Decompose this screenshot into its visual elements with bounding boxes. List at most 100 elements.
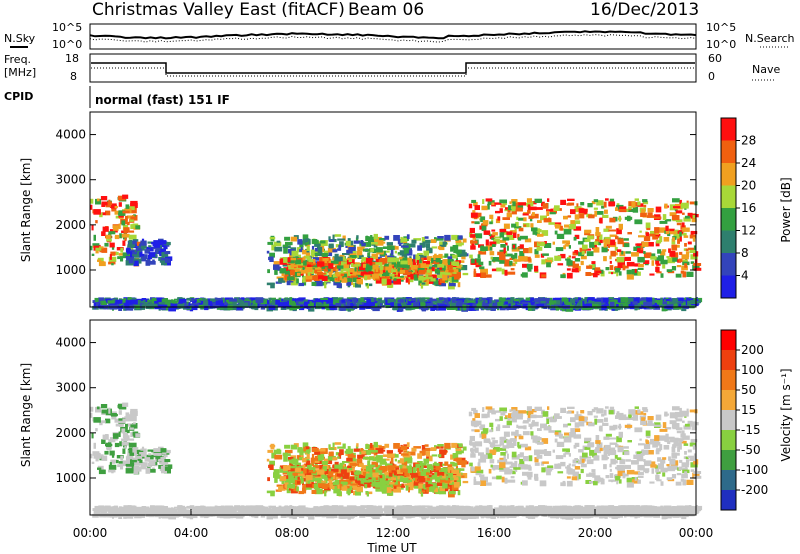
power-echo-cell	[101, 302, 107, 305]
velocity-echo-cell	[353, 448, 361, 452]
power-echo-cell	[356, 235, 359, 239]
power-echo-cell	[354, 267, 357, 272]
power-echo-cell	[95, 198, 102, 205]
power-echo-cell	[294, 267, 298, 272]
power-echo-cell	[507, 271, 516, 275]
power-echo-cell	[517, 237, 522, 241]
power-echo-cell	[135, 225, 141, 230]
velocity-echo-cell	[302, 442, 309, 448]
power-echo-cell	[407, 243, 416, 248]
power-echo-cell	[109, 254, 112, 260]
power-echo-cell	[268, 305, 276, 310]
power-echo-cell	[120, 256, 124, 262]
velocity-echo-cell	[270, 490, 275, 497]
power-echo-cell	[289, 300, 297, 306]
power-echo-cell	[618, 209, 627, 212]
power-echo-cell	[554, 205, 560, 211]
noise-tick-high-right: 10^5	[706, 21, 736, 34]
power-colorbar-swatch	[721, 253, 736, 276]
power-echo-cell	[184, 302, 187, 309]
power-echo-cell	[288, 249, 294, 252]
velocity-echo-cell	[423, 447, 431, 452]
velocity-echo-cell	[416, 467, 422, 471]
station-title: Christmas Valley East (fitACF)	[92, 0, 345, 20]
velocity-echo-cell	[419, 467, 422, 472]
velocity-echo-cell	[381, 484, 390, 488]
velocity-echo-cell	[387, 481, 395, 485]
velocity-echo-cell	[390, 457, 394, 462]
velocity-echo-cell	[112, 433, 119, 439]
velocity-echo-cell	[428, 455, 433, 462]
power-echo-cell	[417, 298, 421, 303]
velocity-echo-cell	[431, 475, 435, 479]
velocity-echo-cell	[329, 483, 336, 489]
power-echo-cell	[440, 271, 446, 274]
power-echo-cell	[457, 305, 460, 311]
power-echo-cell	[690, 261, 695, 264]
power-echo-cell	[104, 242, 109, 247]
velocity-echo-cell	[330, 476, 334, 481]
velocity-echo-cell	[114, 418, 119, 423]
power-echo-cell	[693, 267, 702, 271]
power-echo-cell	[357, 246, 365, 251]
power-echo-cell	[492, 232, 498, 236]
power-echo-cell	[543, 218, 552, 223]
velocity-echo-cell	[434, 476, 441, 482]
power-echo-cell	[548, 222, 555, 225]
power-echo-cell	[341, 299, 349, 303]
power-echo-cell	[227, 305, 233, 311]
power-echo-cell	[144, 249, 151, 254]
power-echo-cell	[511, 223, 517, 228]
power-echo-cell	[269, 297, 276, 300]
power-echo-cell	[122, 240, 126, 246]
velocity-echo-cell	[406, 442, 410, 447]
power-echo-cell	[591, 305, 598, 308]
power-echo-cell	[450, 246, 454, 252]
velocity-echo-cell	[436, 482, 443, 486]
power-echo-cell	[387, 245, 395, 251]
velocity-echo-cell	[332, 442, 335, 448]
velocity-echo-cell	[345, 453, 350, 456]
power-echo-cell	[672, 198, 680, 203]
velocity-echo-cell	[118, 431, 121, 437]
power-echo-cell	[314, 275, 320, 281]
velocity-echo-cell	[337, 482, 346, 489]
power-echo-cell	[365, 283, 368, 286]
power-echo-cell	[321, 265, 326, 269]
power-echo-cell	[321, 276, 328, 281]
velocity-echo-cell	[129, 426, 134, 430]
power-echo-cell	[649, 273, 655, 276]
velocity-echo-cell	[306, 465, 312, 469]
power-echo-cell	[684, 243, 687, 247]
velocity-echo-cell	[134, 468, 139, 474]
power-echo-cell	[99, 212, 103, 218]
power-echo-cell	[284, 269, 293, 275]
power-echo-cell	[514, 252, 518, 259]
power-echo-cell	[682, 302, 685, 306]
velocity-echo-cell	[393, 486, 397, 489]
power-echo-cell	[500, 204, 506, 208]
velocity-echo-cell	[118, 410, 122, 415]
power-echo-cell	[301, 260, 307, 266]
power-echo-cell	[593, 247, 600, 253]
power-echo-cell	[672, 298, 679, 303]
power-echo-cell	[625, 208, 629, 212]
velocity-echo-cell	[422, 449, 426, 456]
power-echo-cell	[295, 259, 302, 265]
velocity-echo-cell	[449, 475, 456, 481]
power-echo-cell	[400, 260, 408, 265]
velocity-echo-cell	[124, 416, 132, 421]
power-echo-cell	[438, 282, 446, 287]
power-echo-cell	[307, 302, 315, 306]
power-echo-cell	[417, 268, 425, 272]
freq-tick-low: 8	[70, 70, 77, 83]
power-echo-cell	[481, 297, 488, 301]
power-echo-cell	[269, 237, 276, 240]
power-echo-cell	[489, 234, 496, 240]
power-echo-cell	[355, 272, 362, 275]
power-echo-cell	[638, 263, 644, 268]
velocity-echo-cell	[318, 483, 325, 488]
velocity-echo-cell	[401, 461, 408, 466]
velocity-echo-cell	[444, 476, 449, 482]
power-echo-cell	[611, 299, 618, 306]
